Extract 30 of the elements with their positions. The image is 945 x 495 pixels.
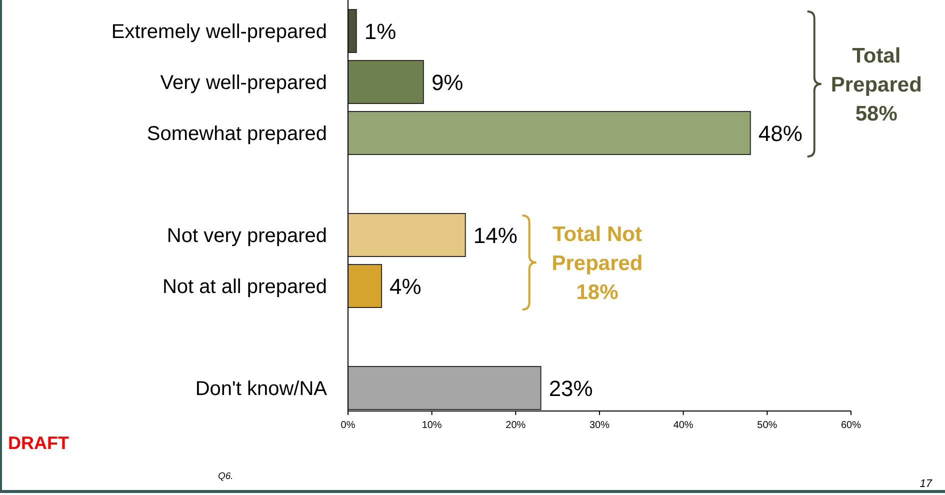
bar — [348, 264, 382, 308]
bar — [348, 111, 751, 155]
y-tick-label: Don't know/NA — [195, 378, 328, 400]
y-tick-label: Very well-prepared — [160, 72, 327, 94]
bar — [348, 9, 357, 53]
text: Q6. — [218, 471, 234, 482]
x-tick-label: 60% — [840, 420, 862, 431]
y-tick-label: Extremely well-prepared — [111, 21, 327, 44]
text: DRAFT — [8, 433, 69, 453]
annotation: Total Not Prepared 18% — [552, 223, 643, 304]
annotation: Total Prepared 58% — [830, 44, 922, 126]
x-tick-label: 0% — [340, 420, 356, 431]
data-label: 14% — [473, 222, 518, 248]
data-label: 4% — [390, 274, 422, 299]
x-tick-label: 30% — [589, 420, 610, 431]
y-tick-label: Not at all prepared — [162, 276, 327, 298]
data-label: 23% — [548, 376, 593, 401]
data-label: 9% — [431, 70, 464, 95]
y-tick-label: Somewhat prepared — [146, 123, 327, 146]
x-tick-label: 40% — [673, 420, 694, 431]
bar — [348, 213, 466, 257]
x-tick-label: 50% — [757, 420, 778, 431]
x-tick-label: 20% — [506, 420, 526, 431]
data-label: 48% — [758, 120, 802, 146]
bar — [348, 366, 542, 410]
x-tick-label: 10% — [422, 420, 442, 431]
bar — [348, 60, 424, 104]
y-tick-label: Not very prepared — [166, 225, 327, 248]
data-label: 1% — [364, 18, 396, 44]
text: 17 — [920, 478, 933, 490]
